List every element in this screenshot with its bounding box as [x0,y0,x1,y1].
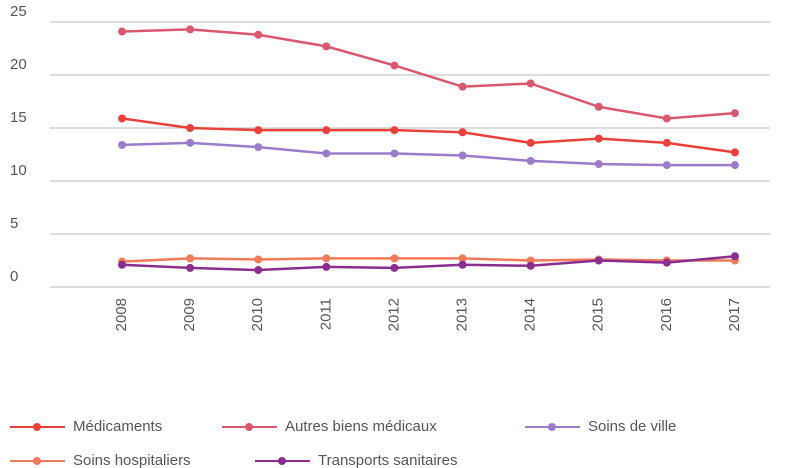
data-point [390,126,399,135]
data-point [254,30,263,39]
legend-label: Médicaments [73,418,162,435]
data-point [458,260,467,269]
legend-label: Autres biens médicaux [285,418,437,435]
x-tick-label: 2011 [317,298,334,330]
data-point [322,262,331,271]
data-point [322,254,331,263]
y-tick-label: 20 [10,56,27,73]
x-tick-label: 2017 [726,298,743,331]
data-point [662,258,671,267]
x-tick-label: 2009 [181,298,198,331]
data-point [662,114,671,123]
y-tick-label: 0 [10,268,18,285]
data-point [186,138,195,147]
data-point [118,140,127,149]
data-point [730,109,739,118]
x-tick-label: 2008 [113,298,130,331]
data-point [730,161,739,170]
data-point [254,255,263,264]
data-point [390,254,399,263]
y-tick-label: 15 [10,109,27,126]
data-point [730,252,739,261]
data-point [594,160,603,169]
data-point [526,261,535,270]
data-point [186,263,195,272]
legend-label: Soins hospitaliers [73,452,191,468]
x-tick-label: 2014 [522,298,539,331]
data-point [594,256,603,265]
legend-marker [33,423,41,431]
data-point [322,126,331,135]
data-point [390,61,399,70]
data-point [186,254,195,263]
series-line [122,141,735,167]
data-point [458,128,467,137]
data-point [186,25,195,34]
data-point [594,102,603,111]
data-point [526,79,535,88]
data-point [118,260,127,269]
data-point [526,138,535,147]
series-line [121,255,736,272]
data-point [594,134,603,143]
data-point [458,151,467,160]
data-point [730,148,739,157]
x-tick-label: 2015 [590,298,607,331]
data-point [322,42,331,51]
series-line [121,257,735,263]
data-point [662,161,671,170]
legend-label: Soins de ville [588,418,676,435]
data-point [390,263,399,272]
legend-marker [278,457,286,465]
data-point [322,149,331,158]
x-tick-label: 2016 [658,298,675,331]
data-point [390,149,399,158]
data-point [254,126,263,135]
legend-marker [33,457,41,465]
y-tick-label: 25 [10,3,27,20]
legend-label: Transports sanitaires [318,452,458,468]
data-point [458,82,467,91]
data-point [254,143,263,152]
series-line [122,28,736,120]
data-point [186,124,195,132]
data-point [254,266,263,275]
x-tick-label: 2010 [249,298,266,331]
data-point [458,254,467,263]
x-tick-label: 2013 [454,298,471,331]
y-tick-label: 5 [10,215,18,232]
data-point [118,114,127,123]
data-point [526,156,535,165]
x-tick-label: 2012 [385,298,402,331]
legend-marker [245,423,253,431]
data-point [662,138,671,147]
legend-marker [548,423,556,431]
series-line [121,117,736,154]
data-point [118,27,127,36]
y-tick-label: 10 [10,162,27,179]
